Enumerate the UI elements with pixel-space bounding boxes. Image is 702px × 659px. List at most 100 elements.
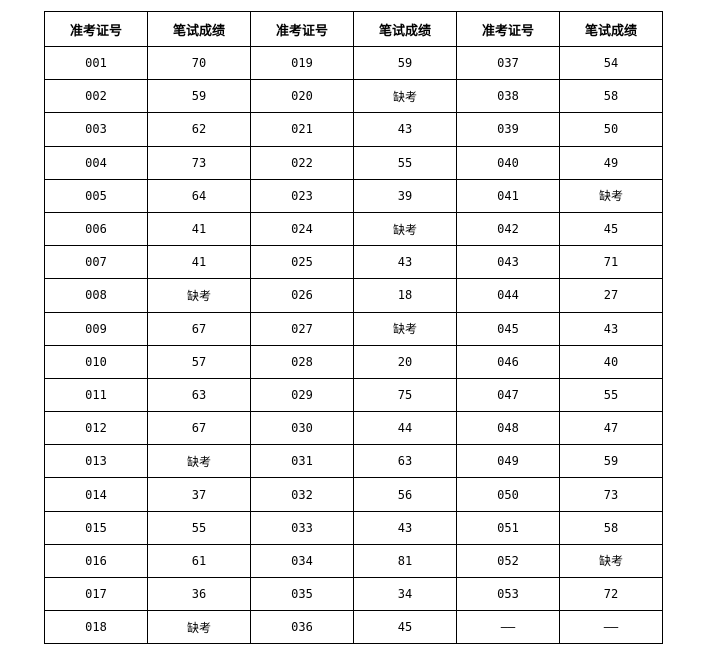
- score-cell: 36: [147, 576, 251, 612]
- score-cell: 43: [559, 311, 663, 346]
- exam-id-cell: 043: [456, 245, 560, 280]
- score-cell: 缺考: [147, 278, 251, 313]
- header-exam-id: 准考证号: [456, 11, 560, 47]
- exam-id-cell: 049: [456, 444, 560, 479]
- table-row: 005 64 023 39 041 缺考: [44, 178, 663, 213]
- score-cell: 缺考: [353, 211, 457, 247]
- score-cell: 41: [147, 211, 251, 247]
- exam-id-cell: 044: [456, 278, 560, 313]
- score-cell: 27: [559, 278, 663, 313]
- table-row: 006 41 024 缺考 042 45: [44, 211, 663, 247]
- exam-id-cell: 041: [456, 178, 560, 213]
- table-row: 018 缺考 036 45 —— ——: [44, 610, 663, 645]
- exam-id-cell: 033: [250, 510, 354, 545]
- score-cell: 58: [559, 510, 663, 545]
- table-row: 015 55 033 43 051 58: [44, 510, 663, 545]
- exam-id-cell: 034: [250, 543, 354, 579]
- score-cell: 45: [353, 610, 457, 645]
- score-cell: 56: [353, 477, 457, 512]
- exam-id-cell: 015: [44, 510, 148, 545]
- score-cell: 55: [559, 377, 663, 413]
- table-row: 009 67 027 缺考 045 43: [44, 311, 663, 346]
- score-cell: 缺考: [147, 444, 251, 479]
- score-cell: 64: [147, 178, 251, 213]
- score-cell: 58: [559, 79, 663, 114]
- exam-id-cell: 053: [456, 576, 560, 612]
- table-row: 014 37 032 56 050 73: [44, 477, 663, 512]
- exam-id-cell: 005: [44, 178, 148, 213]
- table-row: 010 57 028 20 046 40: [44, 344, 663, 379]
- score-cell: 缺考: [353, 311, 457, 346]
- score-cell: 34: [353, 576, 457, 612]
- exam-id-cell: 016: [44, 543, 148, 579]
- exam-id-cell: 036: [250, 610, 354, 645]
- score-cell: ——: [559, 610, 663, 645]
- score-cell: 81: [353, 543, 457, 579]
- exam-id-cell: 035: [250, 576, 354, 612]
- exam-id-cell: 006: [44, 211, 148, 247]
- table-row: 012 67 030 44 048 47: [44, 411, 663, 446]
- score-cell: 59: [147, 79, 251, 114]
- header-exam-id: 准考证号: [44, 11, 148, 47]
- score-cell: 50: [559, 112, 663, 147]
- table-body: 001 70 019 59 037 54 002 59 020 缺考 038 58 003 62 021 43…: [44, 45, 663, 645]
- score-cell: 72: [559, 576, 663, 612]
- exam-id-cell: 039: [456, 112, 560, 147]
- exam-id-cell: 037: [456, 45, 560, 81]
- exam-id-cell: 017: [44, 576, 148, 612]
- table-row: 003 62 021 43 039 50: [44, 112, 663, 147]
- score-cell: 39: [353, 178, 457, 213]
- exam-id-cell: 007: [44, 245, 148, 280]
- table-row: 002 59 020 缺考 038 58: [44, 79, 663, 114]
- exam-id-cell: 047: [456, 377, 560, 413]
- exam-id-cell: 013: [44, 444, 148, 479]
- score-cell: 18: [353, 278, 457, 313]
- score-cell: 54: [559, 45, 663, 81]
- score-cell: 41: [147, 245, 251, 280]
- exam-id-cell: 050: [456, 477, 560, 512]
- exam-id-cell: 004: [44, 145, 148, 180]
- exam-id-cell: 011: [44, 377, 148, 413]
- score-cell: 49: [559, 145, 663, 180]
- score-cell: 59: [353, 45, 457, 81]
- exam-id-cell: 021: [250, 112, 354, 147]
- score-cell: 71: [559, 245, 663, 280]
- score-cell: 63: [353, 444, 457, 479]
- exam-id-cell: 027: [250, 311, 354, 346]
- exam-id-cell: 012: [44, 411, 148, 446]
- exam-id-cell: 020: [250, 79, 354, 114]
- score-cell: 40: [559, 344, 663, 379]
- exam-id-cell: ——: [456, 610, 560, 645]
- score-cell: 45: [559, 211, 663, 247]
- score-cell: 55: [353, 145, 457, 180]
- score-cell: 67: [147, 411, 251, 446]
- table-row: 008 缺考 026 18 044 27: [44, 278, 663, 313]
- table-row: 011 63 029 75 047 55: [44, 377, 663, 413]
- score-cell: 缺考: [559, 178, 663, 213]
- exam-id-cell: 032: [250, 477, 354, 512]
- score-cell: 44: [353, 411, 457, 446]
- score-cell: 63: [147, 377, 251, 413]
- score-cell: 43: [353, 245, 457, 280]
- exam-id-cell: 031: [250, 444, 354, 479]
- score-cell: 75: [353, 377, 457, 413]
- exam-id-cell: 042: [456, 211, 560, 247]
- exam-id-cell: 023: [250, 178, 354, 213]
- exam-id-cell: 001: [44, 45, 148, 81]
- exam-id-cell: 046: [456, 344, 560, 379]
- header-row: 准考证号 笔试成绩 准考证号 笔试成绩 准考证号 笔试成绩: [44, 11, 663, 47]
- score-cell: 缺考: [147, 610, 251, 645]
- score-cell: 43: [353, 112, 457, 147]
- exam-id-cell: 002: [44, 79, 148, 114]
- score-cell: 47: [559, 411, 663, 446]
- score-cell: 73: [147, 145, 251, 180]
- exam-id-cell: 052: [456, 543, 560, 579]
- exam-id-cell: 025: [250, 245, 354, 280]
- table-row: 016 61 034 81 052 缺考: [44, 543, 663, 579]
- score-cell: 62: [147, 112, 251, 147]
- exam-id-cell: 038: [456, 79, 560, 114]
- exam-id-cell: 026: [250, 278, 354, 313]
- score-cell: 70: [147, 45, 251, 81]
- table-row: 004 73 022 55 040 49: [44, 145, 663, 180]
- score-cell: 59: [559, 444, 663, 479]
